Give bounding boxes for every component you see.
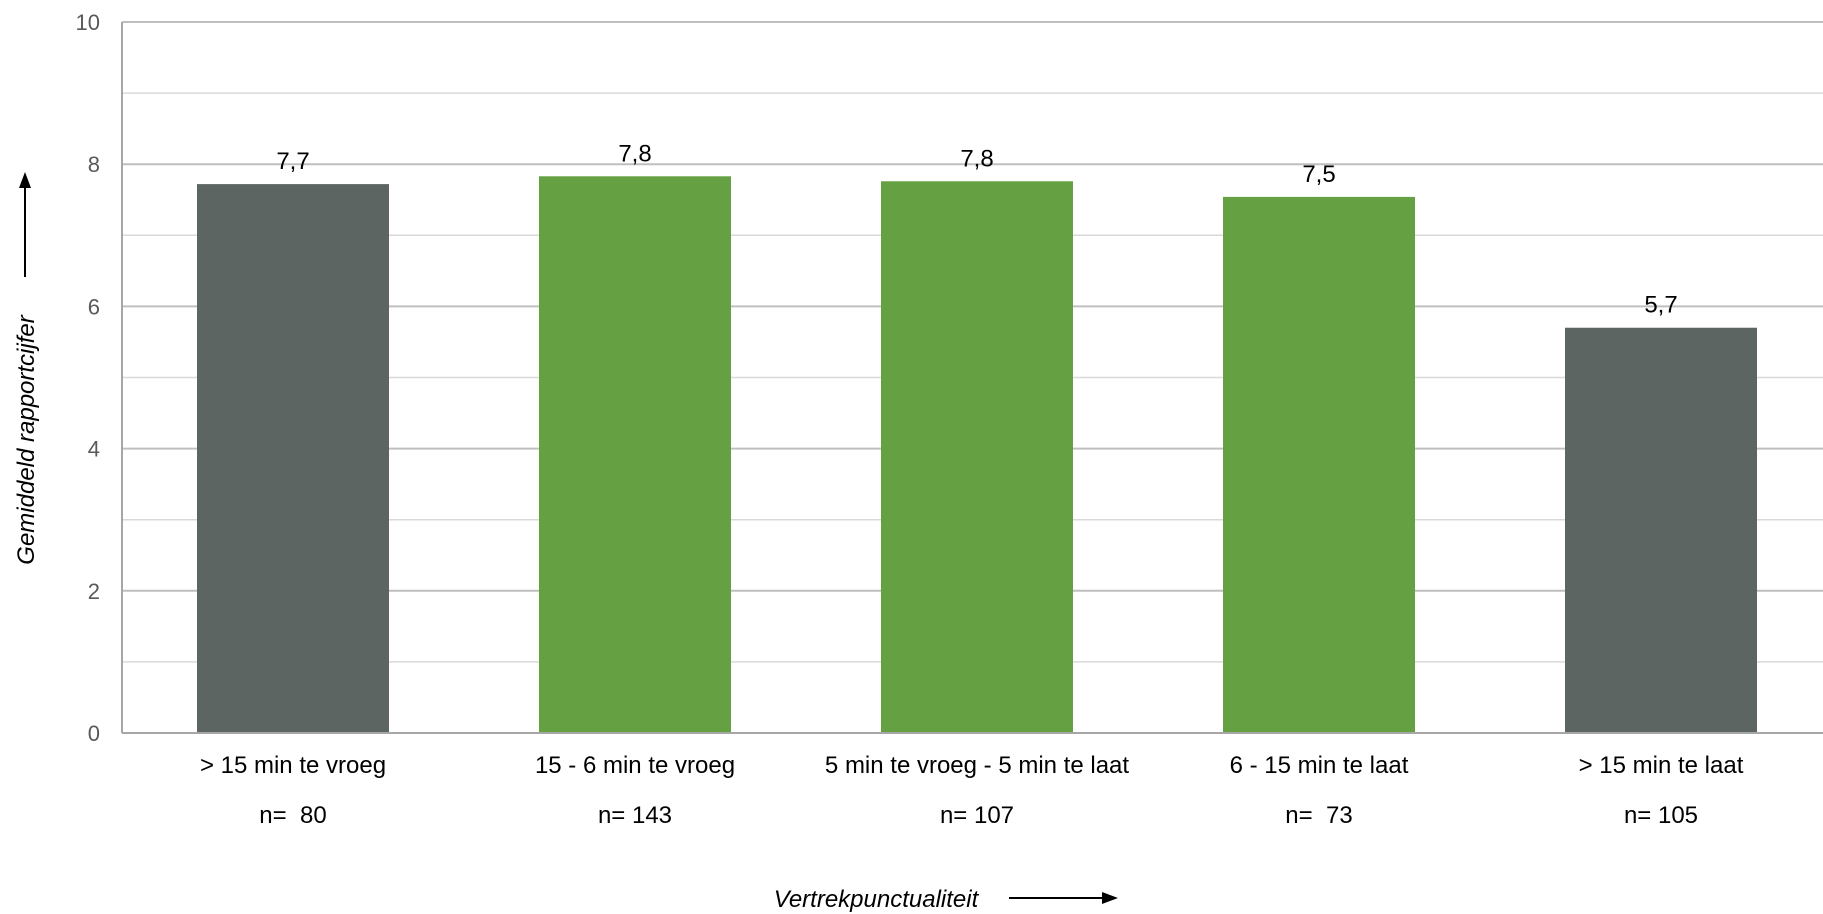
y-axis-title: Gemiddeld rapportcijfer [13, 314, 40, 564]
category-label: 6 - 15 min te laat [1230, 752, 1409, 779]
category-label: > 15 min te vroeg [200, 752, 386, 779]
x-axis-arrow-head [1102, 892, 1118, 904]
bar [539, 176, 731, 734]
sample-size-label: n= 105 [1624, 802, 1698, 829]
y-axis-ticks: 0 2 4 6 8 10 [76, 10, 100, 746]
bar [1223, 196, 1415, 733]
bars [197, 176, 1757, 734]
data-label: 7,8 [618, 140, 651, 167]
sample-size-label: n= 107 [940, 802, 1014, 829]
bar [1565, 327, 1757, 733]
data-labels: 7,7 7,8 7,8 7,5 5,7 [276, 140, 1677, 318]
y-tick-label: 10 [76, 10, 100, 35]
y-tick-label: 4 [88, 437, 100, 462]
sample-size-labels: n= 80 n= 143 n= 107 n= 73 n= 105 [259, 802, 1698, 829]
y-tick-label: 6 [88, 294, 100, 319]
category-labels: > 15 min te vroeg 15 - 6 min te vroeg 5 mi… [200, 752, 1744, 779]
data-label: 7,5 [1302, 161, 1335, 188]
data-label: 7,8 [960, 145, 993, 172]
data-label: 5,7 [1644, 292, 1677, 319]
category-label: 15 - 6 min te vroeg [535, 752, 735, 779]
sample-size-label: n= 143 [598, 802, 672, 829]
x-axis-title: Vertrekpunctualiteit [774, 886, 980, 913]
category-label: > 15 min te laat [1579, 752, 1744, 779]
sample-size-label: n= 73 [1285, 802, 1352, 829]
bar [197, 184, 389, 733]
bar [881, 181, 1073, 733]
sample-size-label: n= 80 [259, 802, 326, 829]
y-tick-label: 8 [88, 152, 100, 177]
data-label: 7,7 [276, 148, 309, 175]
y-axis-arrow-head [19, 172, 31, 188]
y-tick-label: 0 [88, 721, 100, 746]
y-tick-label: 2 [88, 579, 100, 604]
category-label: 5 min te vroeg - 5 min te laat [825, 752, 1129, 779]
